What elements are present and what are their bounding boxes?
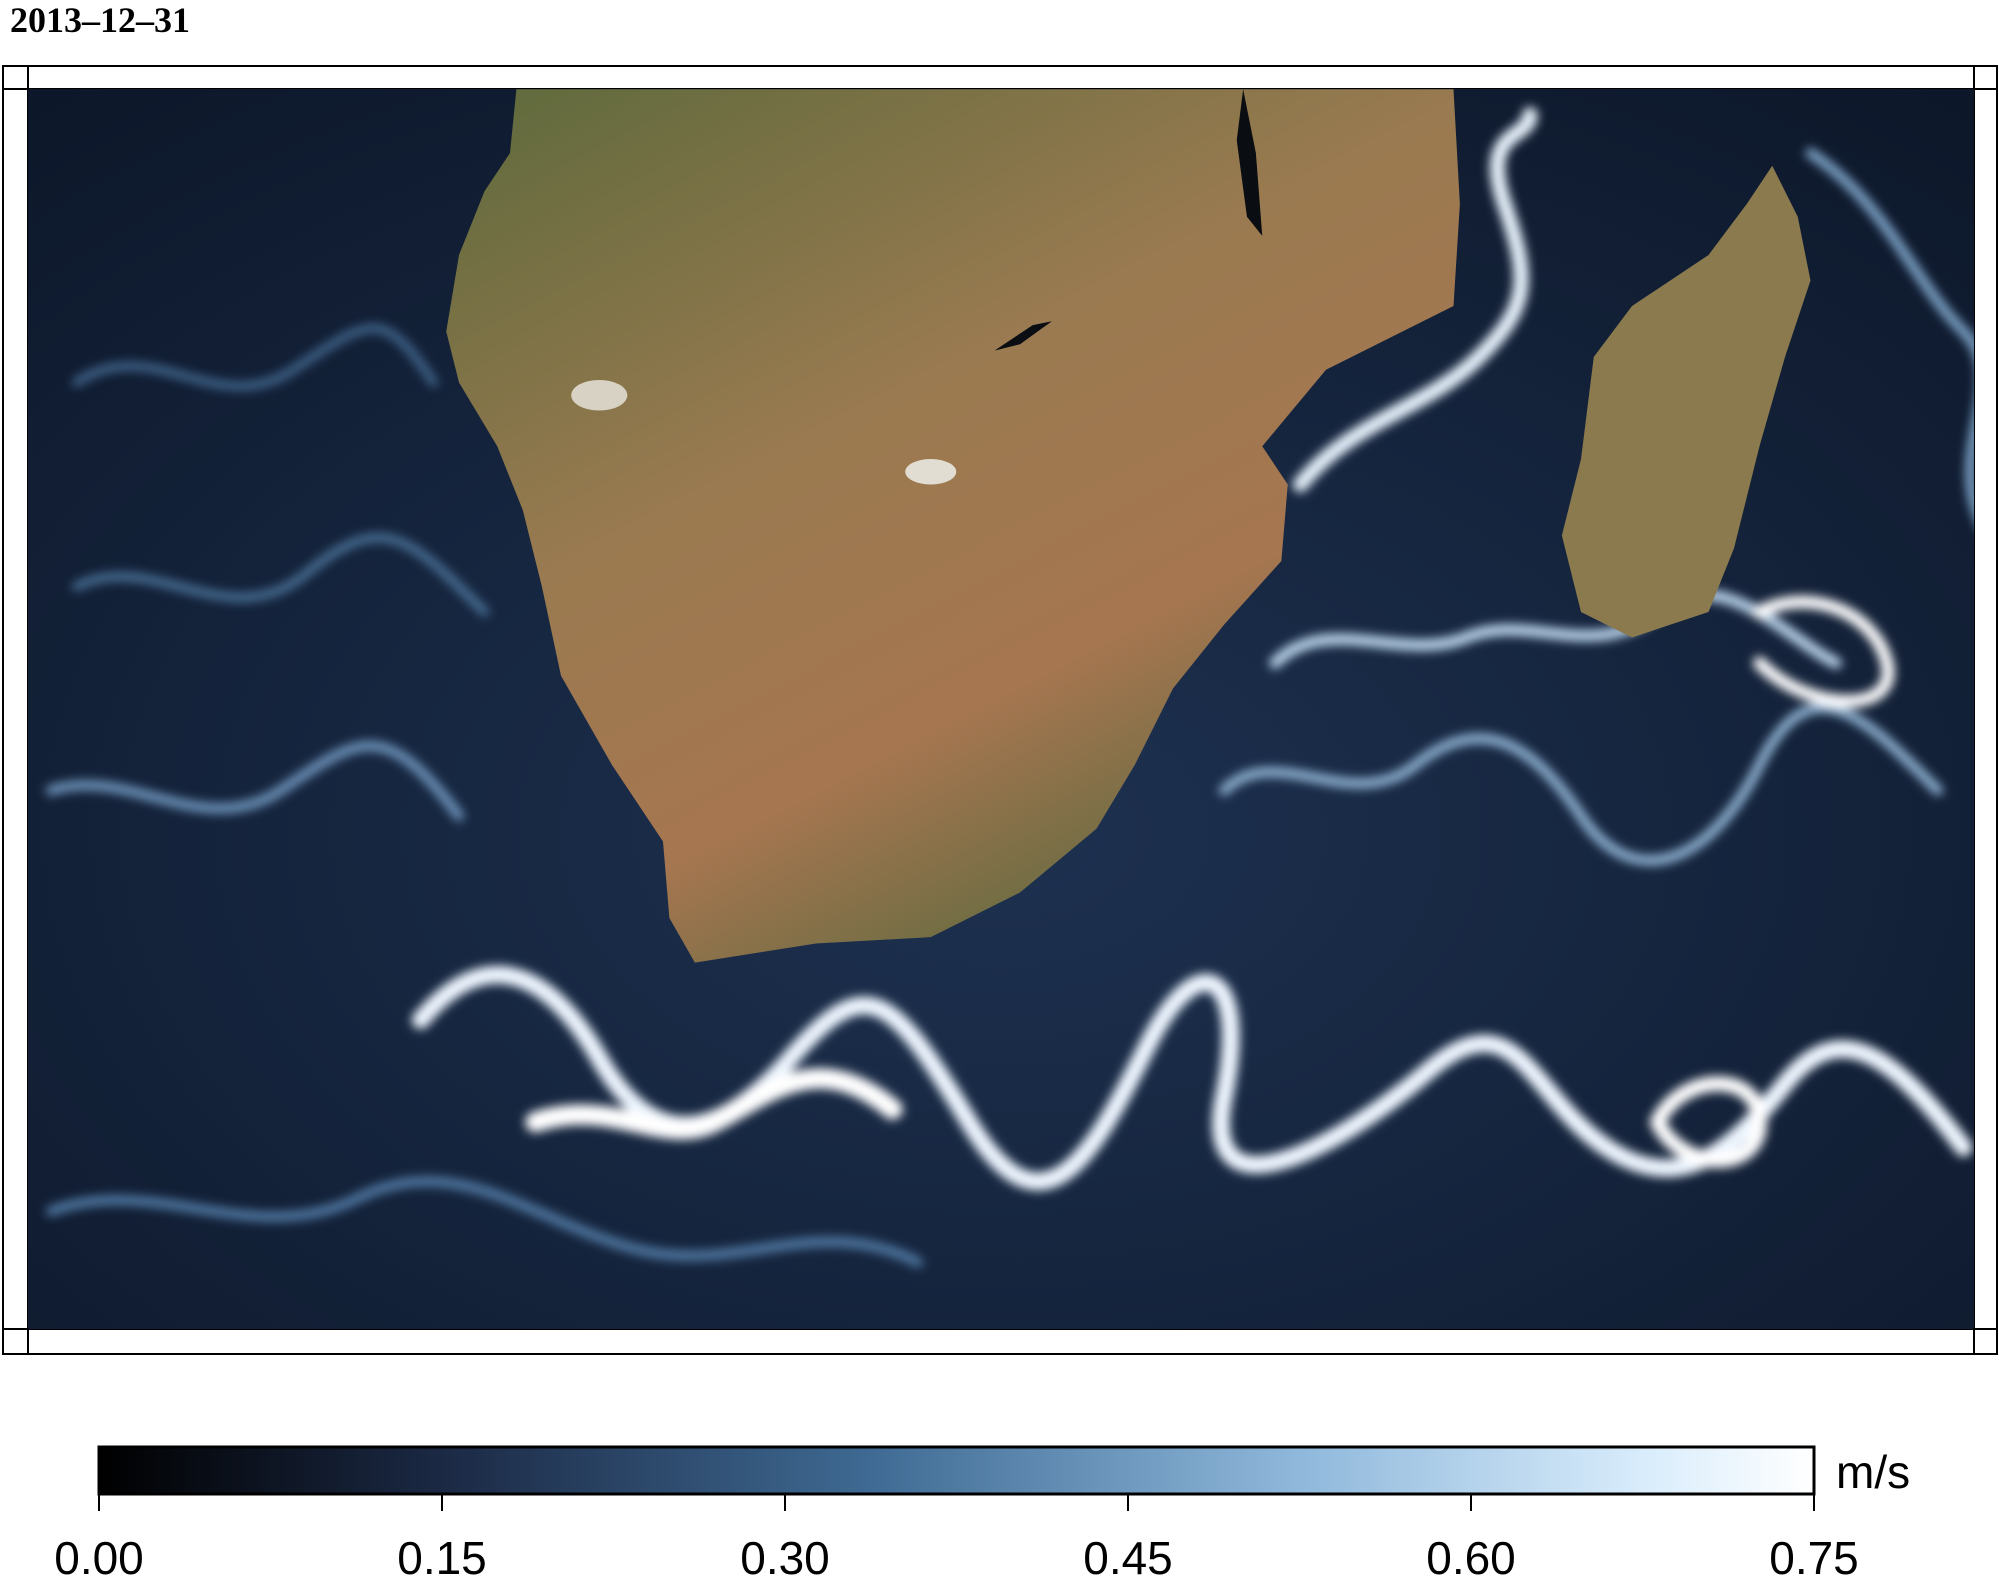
- frame-corners: [2, 65, 1998, 1355]
- colorbar-tick-label: 0.15: [397, 1532, 487, 1584]
- land: [446, 89, 1811, 963]
- madagascar: [1561, 165, 1811, 638]
- lake: [1236, 89, 1263, 236]
- salt-pan: [905, 459, 957, 485]
- colorbar-gradient: [97, 1445, 1816, 1496]
- colorbar: m/s 0.00 0.15 0.30 0.45 0.60 0.75: [54, 1445, 1910, 1584]
- salt-pan: [571, 379, 628, 411]
- lake: [994, 321, 1052, 351]
- colorbar-tick-label: 0.60: [1426, 1532, 1516, 1584]
- map: [28, 89, 1974, 1329]
- colorbar-tick-label: 0.75: [1769, 1532, 1859, 1584]
- map-frame: [2, 65, 1998, 1355]
- current-swirls: [45, 107, 1974, 1268]
- colorbar-tick-label: 0.45: [1083, 1532, 1173, 1584]
- colorbar-tick-label: 0.30: [740, 1532, 830, 1584]
- africa: [446, 89, 1460, 963]
- colorbar-unit: m/s: [1836, 1446, 1910, 1498]
- colorbar-tick-label: 0.00: [54, 1532, 144, 1584]
- date-title: 2013–12–31: [10, 0, 190, 40]
